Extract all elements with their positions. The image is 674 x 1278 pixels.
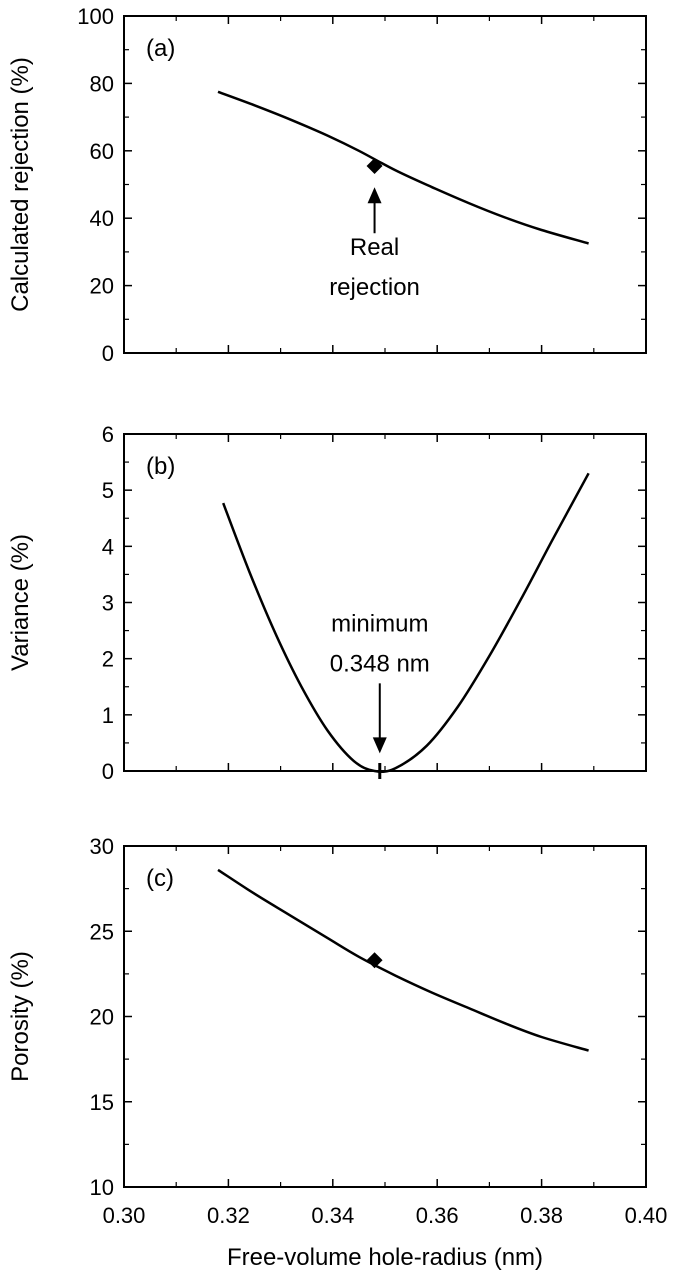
panel-b: 0 1 2 3 4 5 6 Variance (%) (b) minimum 0.348 nm — [7, 422, 647, 784]
panel-label: (a) — [146, 35, 175, 62]
plot-frame — [123, 845, 647, 1188]
series-line — [222, 472, 590, 773]
x-tick-label: 0.30 — [103, 1203, 146, 1228]
y-tick-label: 60 — [90, 139, 114, 164]
y-tick-label: 3 — [102, 591, 114, 616]
y-tick-label: 4 — [102, 534, 114, 559]
annotation-text: 0.348 nm — [330, 650, 430, 677]
panel-a: 0 20 40 60 80 100 Calculated rejection (%) (a) R… — [7, 4, 647, 366]
y-tick-label: 40 — [90, 206, 114, 231]
y-tick-label: 20 — [90, 1005, 114, 1030]
y-tick-label: 100 — [77, 4, 114, 29]
panel-label: (c) — [146, 865, 174, 892]
diamond-marker — [366, 952, 383, 969]
y-tick-label: 5 — [102, 478, 114, 503]
y-tick-label: 0 — [102, 759, 114, 784]
x-tick-label: 0.36 — [416, 1203, 459, 1228]
y-axis-label: Variance (%) — [7, 534, 34, 671]
x-tick-label: 0.40 — [625, 1203, 668, 1228]
panel-c: 0.30 0.32 0.34 0.36 0.38 0.40 10 15 20 25 30 Porosi… — [7, 834, 667, 1271]
series-line — [217, 868, 589, 1052]
diamond-marker — [366, 157, 383, 174]
y-tick-label: 15 — [90, 1090, 114, 1115]
y-tick-label: 10 — [90, 1175, 114, 1200]
annotation-arrow-head — [367, 187, 382, 204]
series-line — [217, 90, 589, 245]
annotation-arrow-head — [372, 737, 387, 754]
y-tick-label: 30 — [90, 834, 114, 859]
annotation-text: rejection — [329, 274, 420, 301]
y-tick-label: 20 — [90, 274, 114, 299]
panel-label: (b) — [146, 453, 175, 480]
x-axis-label: Free-volume hole-radius (nm) — [227, 1244, 543, 1271]
y-tick-label: 25 — [90, 919, 114, 944]
x-tick-label: 0.38 — [520, 1203, 563, 1228]
x-tick-label: 0.34 — [311, 1203, 354, 1228]
annotation-text: Real — [350, 234, 399, 261]
plot-frame — [123, 433, 647, 772]
y-tick-label: 0 — [102, 341, 114, 366]
y-tick-label: 80 — [90, 71, 114, 96]
x-tick-label: 0.32 — [207, 1203, 250, 1228]
y-tick-label: 2 — [102, 647, 114, 672]
y-tick-label: 6 — [102, 422, 114, 447]
plot-frame — [123, 15, 647, 354]
annotation-text: minimum — [331, 610, 428, 637]
y-axis-label: Porosity (%) — [7, 951, 34, 1082]
y-tick-label: 1 — [102, 703, 114, 728]
y-axis-label: Calculated rejection (%) — [7, 57, 34, 312]
